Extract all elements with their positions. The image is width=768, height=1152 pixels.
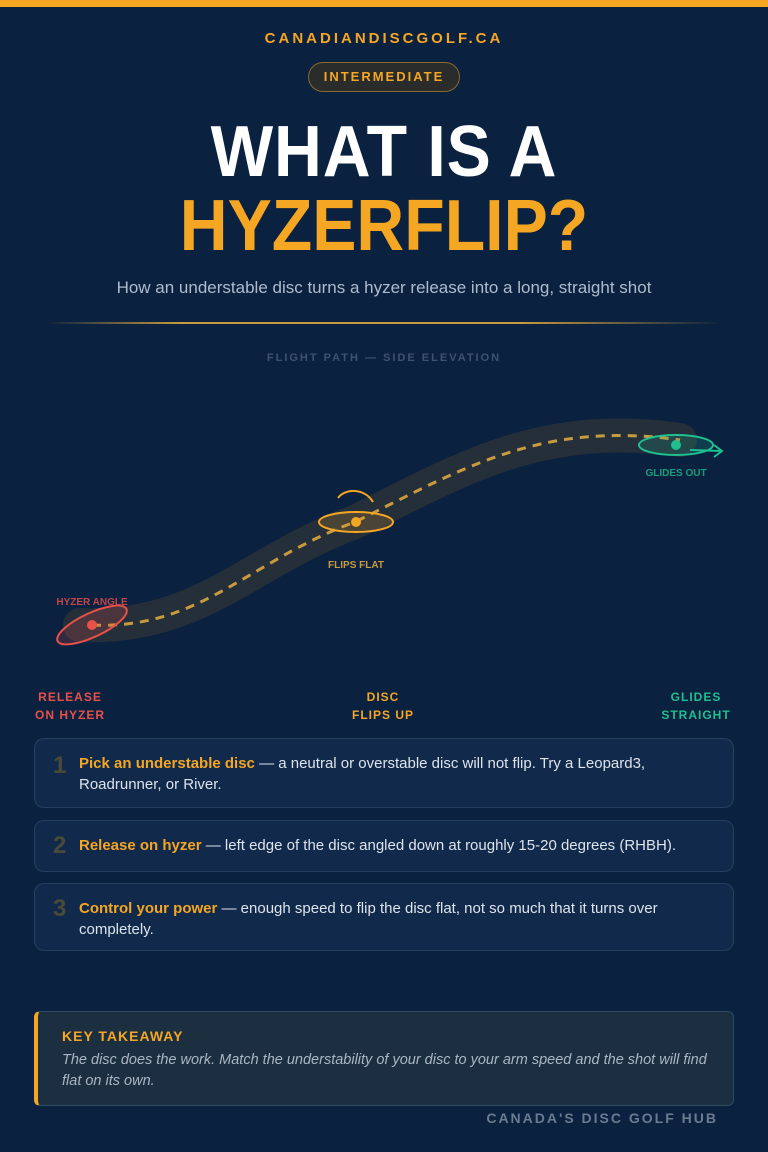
subtitle: How an understable disc turns a hyzer re… xyxy=(116,278,652,297)
title-line-1: WHAT IS A xyxy=(210,112,558,192)
footer: CANADA'S DISC GOLF HUB xyxy=(486,1110,718,1126)
diagram-label: FLIGHT PATH — SIDE ELEVATION xyxy=(266,352,502,364)
hyzer-label: HYZER ANGLE xyxy=(56,597,128,608)
brand: CANADIANDISCGOLF.CA xyxy=(264,30,504,47)
key-takeaway: KEY TAKEAWAY The disc does the work. Matc… xyxy=(34,1011,734,1106)
stage-glide: GLIDES STRAIGHT xyxy=(661,690,731,722)
top-accent-bar xyxy=(0,0,768,7)
step-1: 1 Pick an understable disc — a neutral or… xyxy=(34,738,734,808)
flight-path xyxy=(91,433,681,627)
step-3: 3 Control your power — enough speed to fl… xyxy=(34,883,734,951)
title-line-2: HYZERFLIP? xyxy=(179,186,589,266)
step-2: 2 Release on hyzer — left edge of the dis… xyxy=(34,820,734,872)
flight-path-diagram: HYZER ANGLE FLIPS FLAT GLIDES OUT xyxy=(56,418,724,646)
level-badge: INTERMEDIATE xyxy=(308,62,460,92)
glides-label: GLIDES OUT xyxy=(645,468,706,479)
stage-flip: DISC FLIPS UP xyxy=(351,690,414,722)
flips-label: FLIPS FLAT xyxy=(328,560,384,571)
flip-arrow-icon xyxy=(337,490,374,503)
divider xyxy=(46,322,722,324)
stage-release: RELEASE ON HYZER xyxy=(34,690,105,722)
